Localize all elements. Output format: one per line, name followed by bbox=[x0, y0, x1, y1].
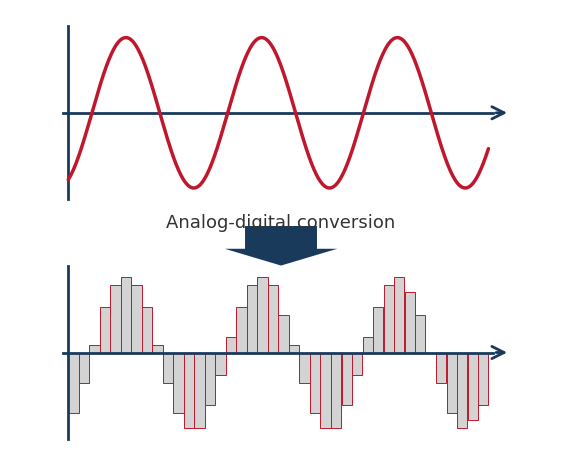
Bar bbox=[436, 352, 446, 383]
Bar bbox=[152, 345, 162, 352]
Bar bbox=[205, 352, 215, 405]
Bar bbox=[226, 337, 236, 352]
Bar bbox=[89, 345, 99, 352]
Bar bbox=[405, 292, 415, 352]
Bar bbox=[415, 315, 425, 352]
Bar bbox=[268, 285, 278, 352]
Bar bbox=[110, 285, 121, 352]
Text: Analog-digital conversion: Analog-digital conversion bbox=[166, 214, 396, 232]
Bar bbox=[362, 337, 373, 352]
Bar bbox=[132, 285, 142, 352]
Bar bbox=[278, 315, 289, 352]
Bar bbox=[310, 352, 320, 413]
Bar bbox=[373, 307, 383, 352]
Bar bbox=[184, 352, 194, 428]
Bar bbox=[215, 352, 225, 375]
Bar bbox=[69, 352, 79, 413]
Bar bbox=[331, 352, 341, 428]
Bar bbox=[289, 345, 299, 352]
Bar bbox=[237, 307, 247, 352]
Bar bbox=[468, 352, 478, 420]
Bar bbox=[394, 277, 404, 352]
Bar bbox=[342, 352, 352, 405]
Bar bbox=[457, 352, 467, 428]
Bar bbox=[383, 285, 394, 352]
Bar bbox=[163, 352, 173, 383]
Bar bbox=[79, 352, 89, 383]
Polygon shape bbox=[225, 226, 337, 266]
Bar bbox=[121, 277, 131, 352]
Bar bbox=[142, 307, 152, 352]
Bar bbox=[320, 352, 330, 428]
Bar bbox=[247, 285, 257, 352]
Bar bbox=[100, 307, 110, 352]
Bar bbox=[300, 352, 310, 383]
Bar bbox=[352, 352, 362, 375]
Bar bbox=[257, 277, 268, 352]
Bar bbox=[447, 352, 457, 413]
Bar bbox=[174, 352, 184, 413]
Bar bbox=[194, 352, 205, 428]
Bar bbox=[478, 352, 488, 405]
